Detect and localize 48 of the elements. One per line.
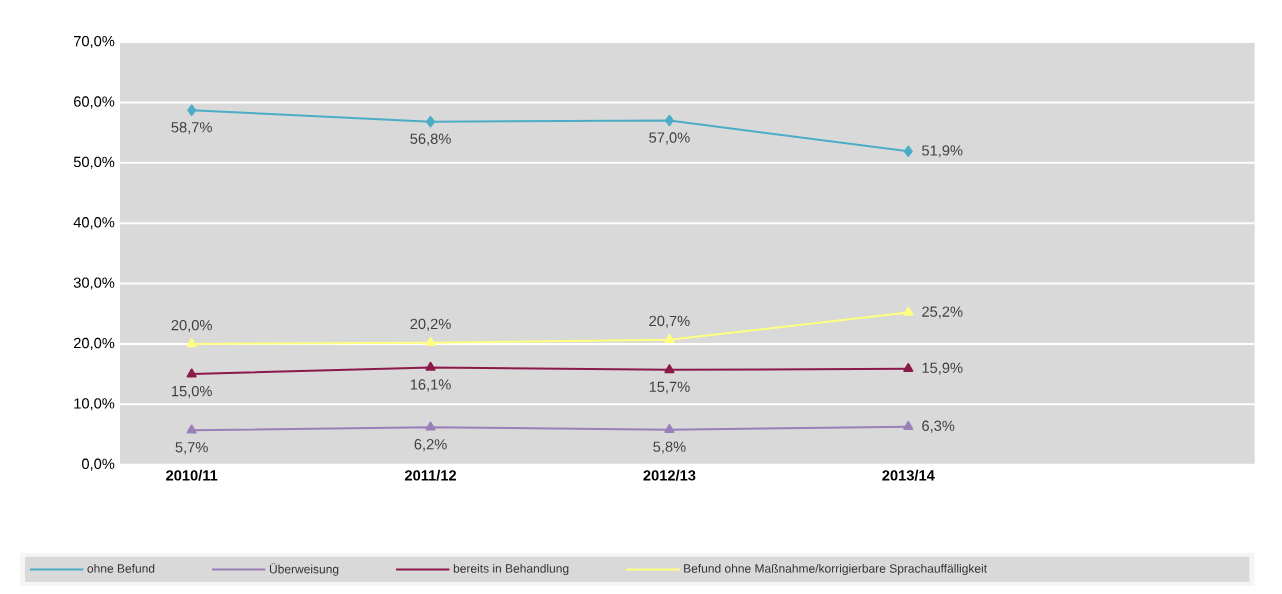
point [664, 334, 675, 344]
data-label: 20,2% [410, 318, 451, 331]
x-tick-label: 2010/11 [166, 469, 218, 481]
point [425, 421, 436, 431]
data-label: 58,7% [171, 122, 212, 135]
data-label: 6,2% [414, 439, 447, 452]
y-tick-label: 40,0% [73, 217, 115, 230]
y-tick-label: 0,0% [81, 458, 115, 471]
point [664, 114, 674, 127]
legend-label: Überweisung [269, 563, 339, 576]
x-tick-label: 2011/12 [404, 469, 457, 481]
legend-label: Befund ohne Maßnahme/korrigierbare Sprachauffälligkeit [684, 563, 987, 576]
data-label: 20,0% [171, 319, 212, 333]
x-tick-label: 2013/14 [882, 469, 935, 481]
data-label: 57,0% [649, 132, 690, 145]
point [664, 423, 675, 433]
point [903, 363, 914, 372]
data-label: 20,7% [649, 315, 690, 328]
point [903, 306, 914, 316]
y-tick-label: 70,0% [74, 35, 115, 49]
data-label: 56,8% [410, 133, 451, 146]
x-tick-label: 2012/13 [643, 469, 696, 481]
point [903, 420, 914, 430]
y-tick-label: 50,0% [73, 156, 115, 169]
data-label: 51,9% [922, 145, 963, 158]
point [186, 368, 197, 378]
data-label: 16,1% [410, 379, 451, 392]
data-label: 15,7% [649, 381, 690, 394]
data-label: 5,8% [653, 441, 686, 454]
point [186, 424, 197, 434]
point [425, 361, 436, 371]
point [426, 116, 436, 128]
point [903, 145, 913, 157]
point [425, 337, 436, 347]
legend-label: bereits in Behandlung [453, 563, 569, 576]
y-tick-label: 20,0% [73, 337, 115, 350]
y-tick-label: 30,0% [73, 277, 115, 290]
y-tick-label: 60,0% [74, 96, 115, 109]
data-label: 25,2% [922, 306, 963, 319]
legend-label: ohne Befund [87, 563, 155, 573]
data-label: 15,9% [922, 362, 963, 375]
data-label: 5,7% [175, 442, 208, 455]
data-label: 15,0% [171, 385, 212, 399]
data-label: 6,3% [922, 420, 955, 433]
point [186, 338, 197, 348]
point [664, 364, 675, 374]
y-tick-label: 10,0% [74, 398, 115, 411]
point [187, 104, 197, 116]
